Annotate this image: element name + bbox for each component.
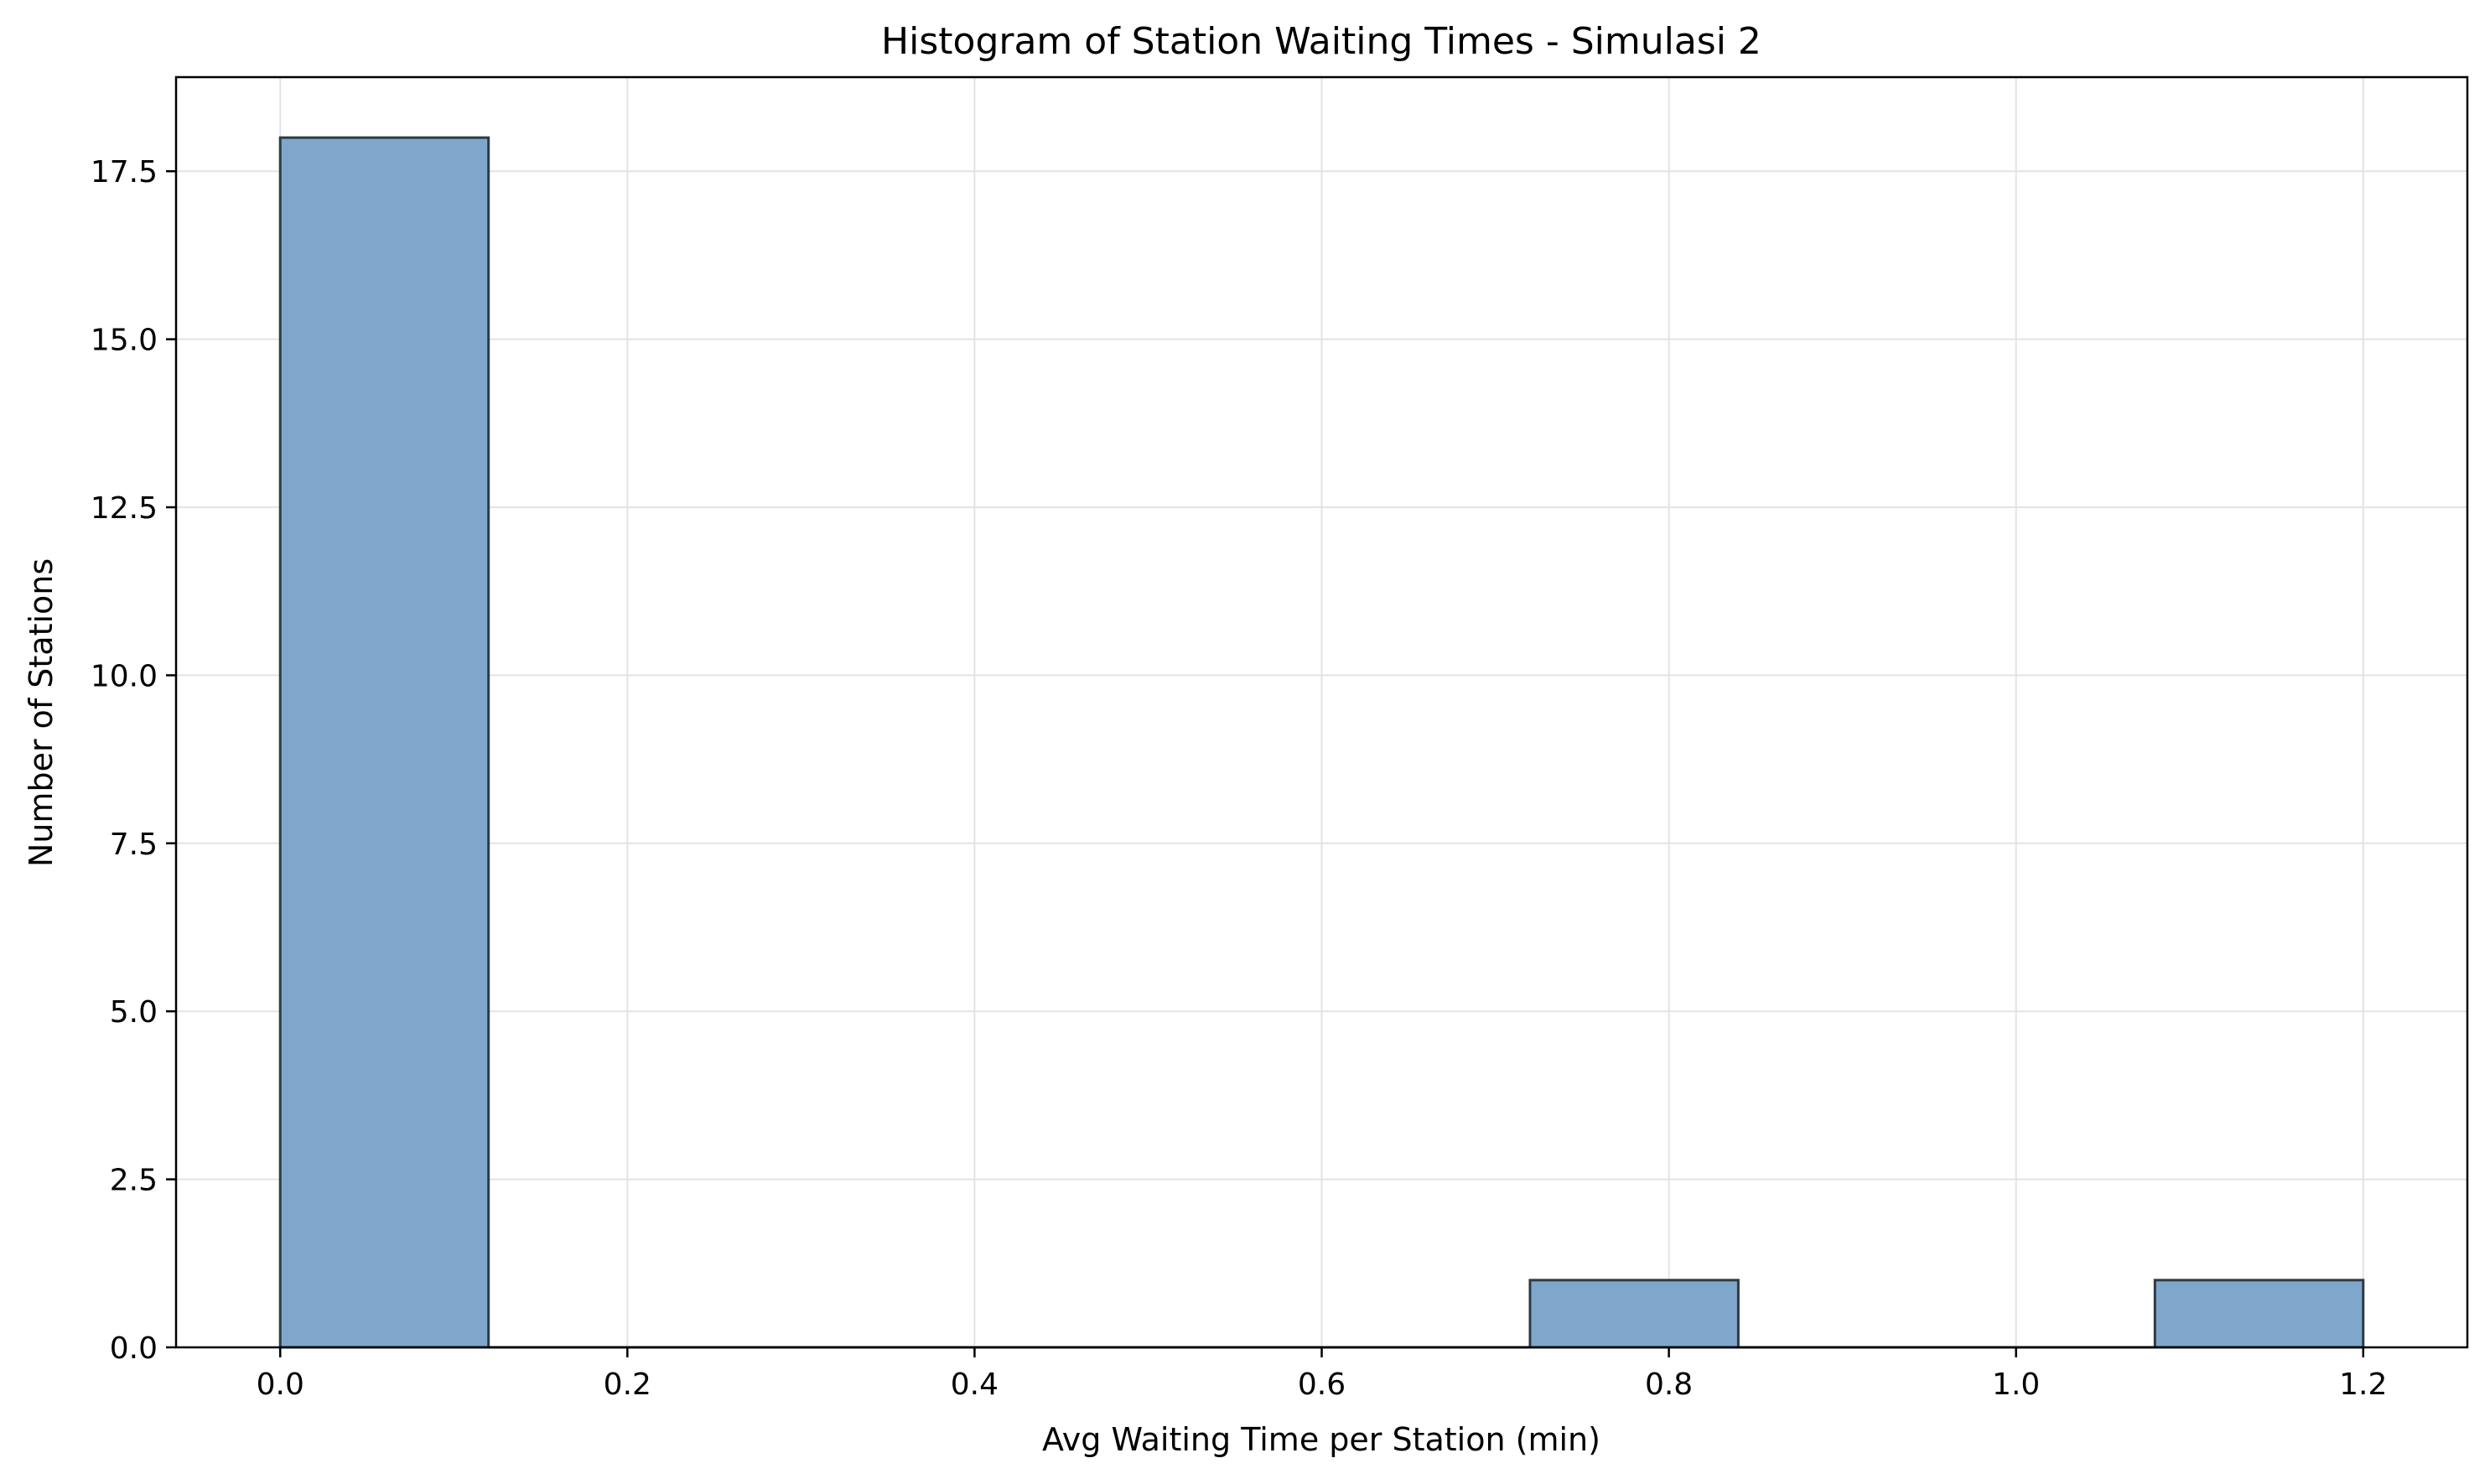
y-axis-label: Number of Stations xyxy=(23,558,60,867)
x-tick-label-0: 0.0 xyxy=(257,1367,304,1402)
histogram-bar-9 xyxy=(2153,1279,2365,1349)
x-tick-label-3: 0.6 xyxy=(1298,1367,1346,1402)
y-tick-label-2: 5.0 xyxy=(110,995,158,1030)
x-tick-label-2: 0.4 xyxy=(951,1367,999,1402)
y-tick-label-7: 17.5 xyxy=(91,155,158,189)
y-tick-label-3: 7.5 xyxy=(110,828,158,862)
y-tick-label-6: 15.0 xyxy=(91,324,158,358)
histogram-bar-6 xyxy=(1528,1279,1740,1349)
y-tick-label-1: 2.5 xyxy=(110,1164,158,1198)
chart-title: Histogram of Station Waiting Times - Sim… xyxy=(881,20,1761,63)
grid-layer xyxy=(176,77,2467,1348)
y-tick-label-5: 12.5 xyxy=(91,491,158,526)
y-tick-label-0: 0.0 xyxy=(110,1331,158,1366)
x-axis-label: Avg Waiting Time per Station (min) xyxy=(1042,1421,1600,1458)
ticks-layer: 0.0 0.2 0.4 0.6 0.8 1.0 1.2 0.0 2.5 5.0 7.5 10.0 12.… xyxy=(91,155,2388,1402)
x-tick-label-4: 0.8 xyxy=(1645,1367,1693,1402)
x-tick-label-1: 0.2 xyxy=(604,1367,651,1402)
x-tick-label-5: 1.0 xyxy=(1992,1367,2040,1402)
histogram-bar-0 xyxy=(278,136,490,1349)
x-tick-label-6: 1.2 xyxy=(2339,1367,2387,1402)
y-tick-label-4: 10.0 xyxy=(91,659,158,693)
